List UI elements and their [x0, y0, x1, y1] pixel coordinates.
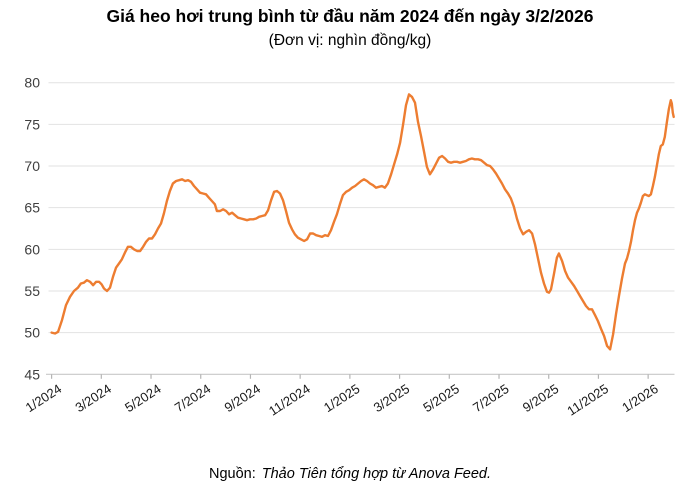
x-tick-label-11-2025: 11/2025 — [564, 381, 611, 419]
y-tick-label-75: 75 — [24, 116, 40, 132]
y-tick-label-70: 70 — [24, 158, 40, 174]
source-label: Nguồn: — [208, 466, 256, 482]
y-tick-label-65: 65 — [24, 200, 40, 216]
y-tick-label-55: 55 — [24, 283, 40, 299]
y-tick-label-60: 60 — [24, 241, 40, 257]
chart-subtitle: (Đơn vị: nghìn đồng/kg) — [268, 32, 432, 49]
x-tick-label-1-2025: 1/2025 — [321, 381, 363, 415]
source-note: Nguồn: Thảo Tiên tổng hợp từ Anova Feed. — [0, 466, 700, 482]
x-tick-label-7-2025: 7/2025 — [470, 381, 512, 415]
x-tick-label-9-2025: 9/2025 — [520, 381, 562, 415]
source-text: Thảo Tiên tổng hợp từ Anova Feed. — [261, 466, 492, 482]
x-tick-label-1-2024: 1/2024 — [23, 381, 65, 415]
price-line-series — [50, 93, 675, 351]
x-tick-label-5-2024: 5/2024 — [122, 381, 164, 415]
chart-title: Giá heo hơi trung bình từ đầu năm 2024 đ… — [106, 6, 594, 26]
x-tick-label-7-2024: 7/2024 — [172, 381, 214, 415]
y-tick-label-45: 45 — [24, 366, 40, 382]
x-tick-label-5-2025: 5/2025 — [420, 381, 462, 415]
x-tick-label-3-2024: 3/2024 — [72, 381, 114, 415]
x-tick-label-1-2026: 1/2026 — [619, 381, 661, 415]
x-tick-label-11-2024: 11/2024 — [266, 381, 313, 419]
y-tick-label-50: 50 — [24, 325, 40, 341]
x-tick-label-3-2025: 3/2025 — [371, 381, 413, 415]
y-tick-label-80: 80 — [24, 75, 40, 91]
x-tick-label-9-2024: 9/2024 — [222, 381, 264, 415]
